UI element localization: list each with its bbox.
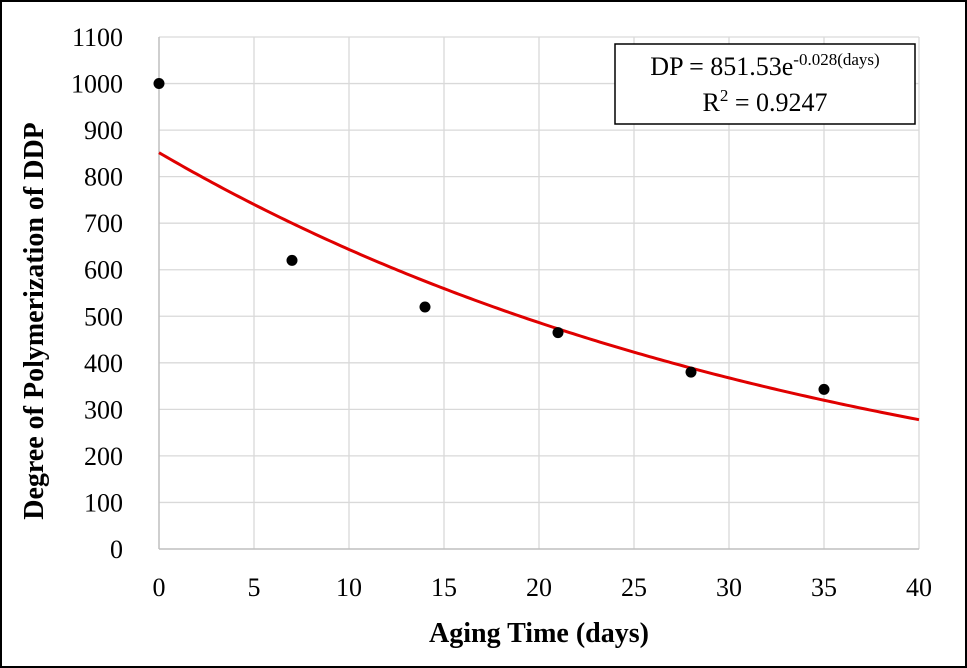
y-tick-label: 700 [84,209,123,238]
data-point [419,301,431,313]
equation-box-border [614,43,916,125]
y-tick-label: 500 [84,302,123,331]
y-tick-label: 300 [84,395,123,424]
r-squared-value: = 0.9247 [728,88,827,117]
x-tick-label: 0 [153,573,166,602]
y-tick-label: 1100 [72,23,123,52]
y-tick-label: 200 [84,442,123,471]
trendline [158,151,920,422]
y-tick-label: 0 [110,535,123,564]
y-tick-label: 600 [84,256,123,285]
x-tick-label: 10 [336,573,362,602]
x-tick-label: 5 [248,573,261,602]
y-tick-label: 1000 [71,70,123,99]
y-tick-label: 100 [84,488,123,517]
data-points-layer [153,78,830,395]
y-tick-label: 900 [84,116,123,145]
y-tick-label: 800 [84,163,123,192]
data-point [552,327,564,339]
x-tick-label: 40 [906,573,932,602]
x-tick-label: 25 [621,573,647,602]
equation-exponent: -0.028(days) [793,50,879,69]
r-squared-symbol: R [702,88,720,117]
axis-layer [158,37,919,550]
data-point [153,78,165,90]
data-point [286,254,298,266]
y-tick-label: 400 [84,349,123,378]
trendline-equation: DP = 851.53e-0.028(days) [650,50,879,81]
x-tick-label: 15 [431,573,457,602]
data-point [685,366,697,378]
equation-main: DP = 851.53e [650,52,793,81]
r-squared-power: 2 [720,86,729,105]
data-point [818,383,830,395]
trendline-equation-box: DP = 851.53e-0.028(days) R2 = 0.9247 [614,43,916,125]
y-axis-title: Degree of Polymerization of DDP [19,122,50,520]
trendline-layer [158,151,920,422]
tick-labels-layer: 0 100 200 300 400 500 600 700 800 900 1000 1100 0 5 10… [71,23,932,602]
x-tick-label: 20 [526,573,552,602]
grid-layer [159,36,920,549]
x-tick-label: 35 [811,573,837,602]
x-tick-label: 30 [716,573,742,602]
x-axis-title: Aging Time (days) [429,618,649,649]
r-squared: R2 = 0.9247 [702,86,827,117]
